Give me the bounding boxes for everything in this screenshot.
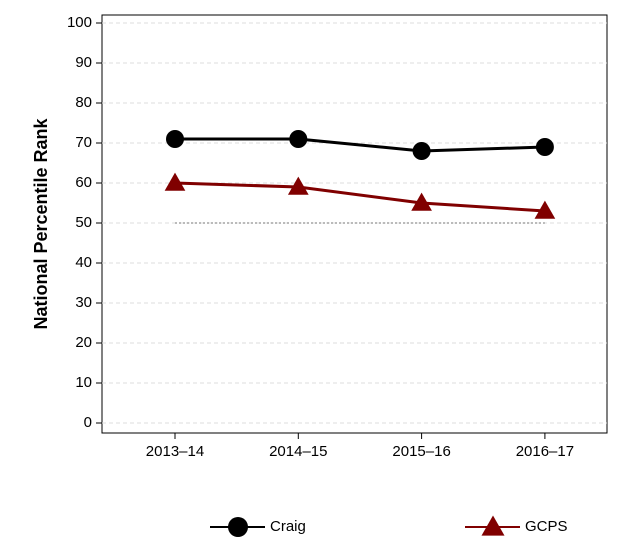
y-tick-label: 90	[75, 54, 92, 71]
x-tick-label: 2015–16	[392, 443, 450, 460]
legend-label: GCPS	[525, 518, 568, 535]
point	[164, 172, 186, 191]
y-tick-label: 0	[84, 414, 92, 431]
y-tick-label: 10	[75, 374, 92, 391]
y-tick-label: 50	[75, 214, 92, 231]
legend-marker	[481, 515, 505, 536]
y-axis-label: National Percentile Rank	[31, 117, 51, 329]
y-tick-label: 100	[67, 14, 92, 31]
legend-marker	[228, 517, 248, 537]
point	[535, 138, 554, 156]
y-tick-label: 40	[75, 254, 92, 271]
y-tick-label: 80	[75, 94, 92, 111]
point	[411, 192, 432, 211]
y-tick-label: 60	[75, 174, 92, 191]
x-tick-label: 2013–14	[146, 443, 204, 460]
plot-frame	[101, 14, 608, 434]
series-line	[174, 181, 545, 213]
x-tick-label: 2016–17	[516, 443, 574, 460]
y-tick-label: 30	[75, 294, 92, 311]
point	[287, 176, 309, 195]
point	[534, 200, 556, 219]
legend-label: Craig	[270, 518, 306, 535]
series-line	[175, 137, 545, 153]
x-tick-label: 2014–15	[269, 443, 327, 460]
point	[412, 142, 431, 160]
y-tick-label: 70	[75, 134, 92, 151]
point	[289, 130, 308, 148]
point	[166, 130, 184, 148]
y-tick-label: 20	[75, 334, 92, 351]
